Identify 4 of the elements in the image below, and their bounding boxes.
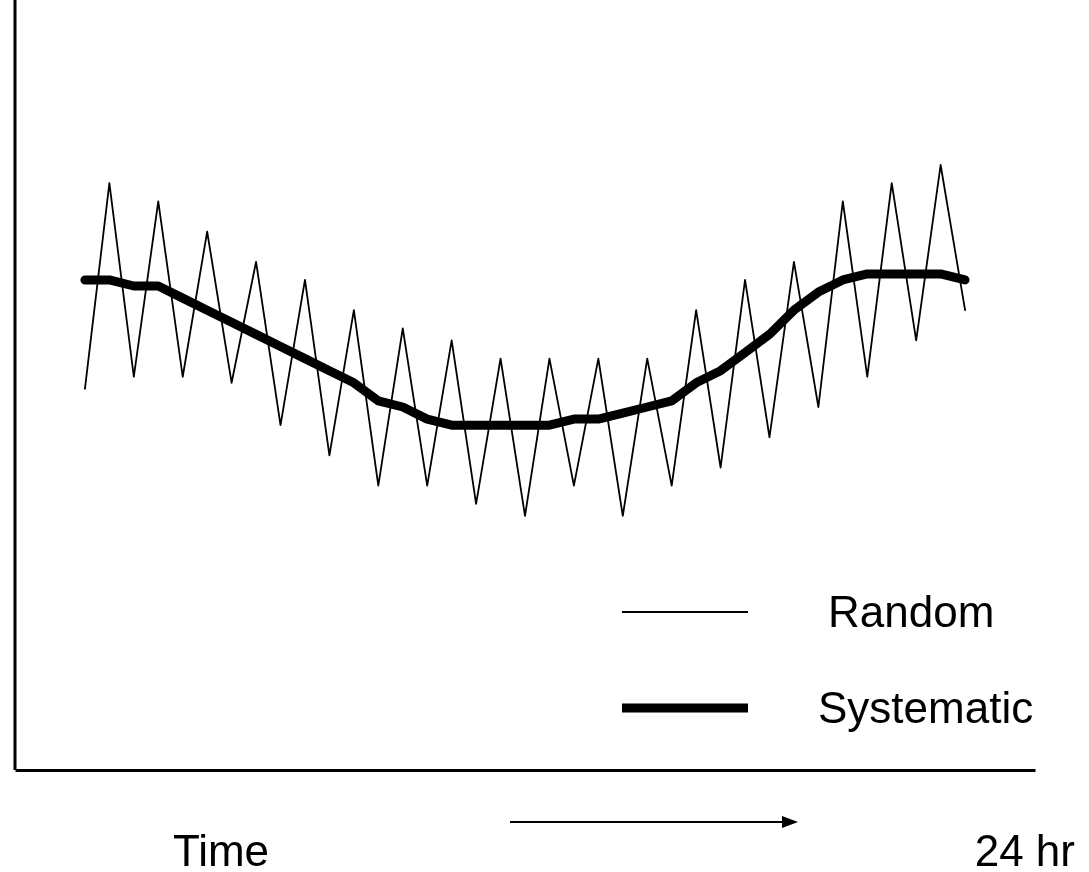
legend-label: Random — [828, 587, 995, 636]
legend-label: Systematic — [818, 683, 1034, 732]
x-axis-title: Time — [172, 826, 270, 872]
text: 24 hr — [974, 826, 1075, 872]
